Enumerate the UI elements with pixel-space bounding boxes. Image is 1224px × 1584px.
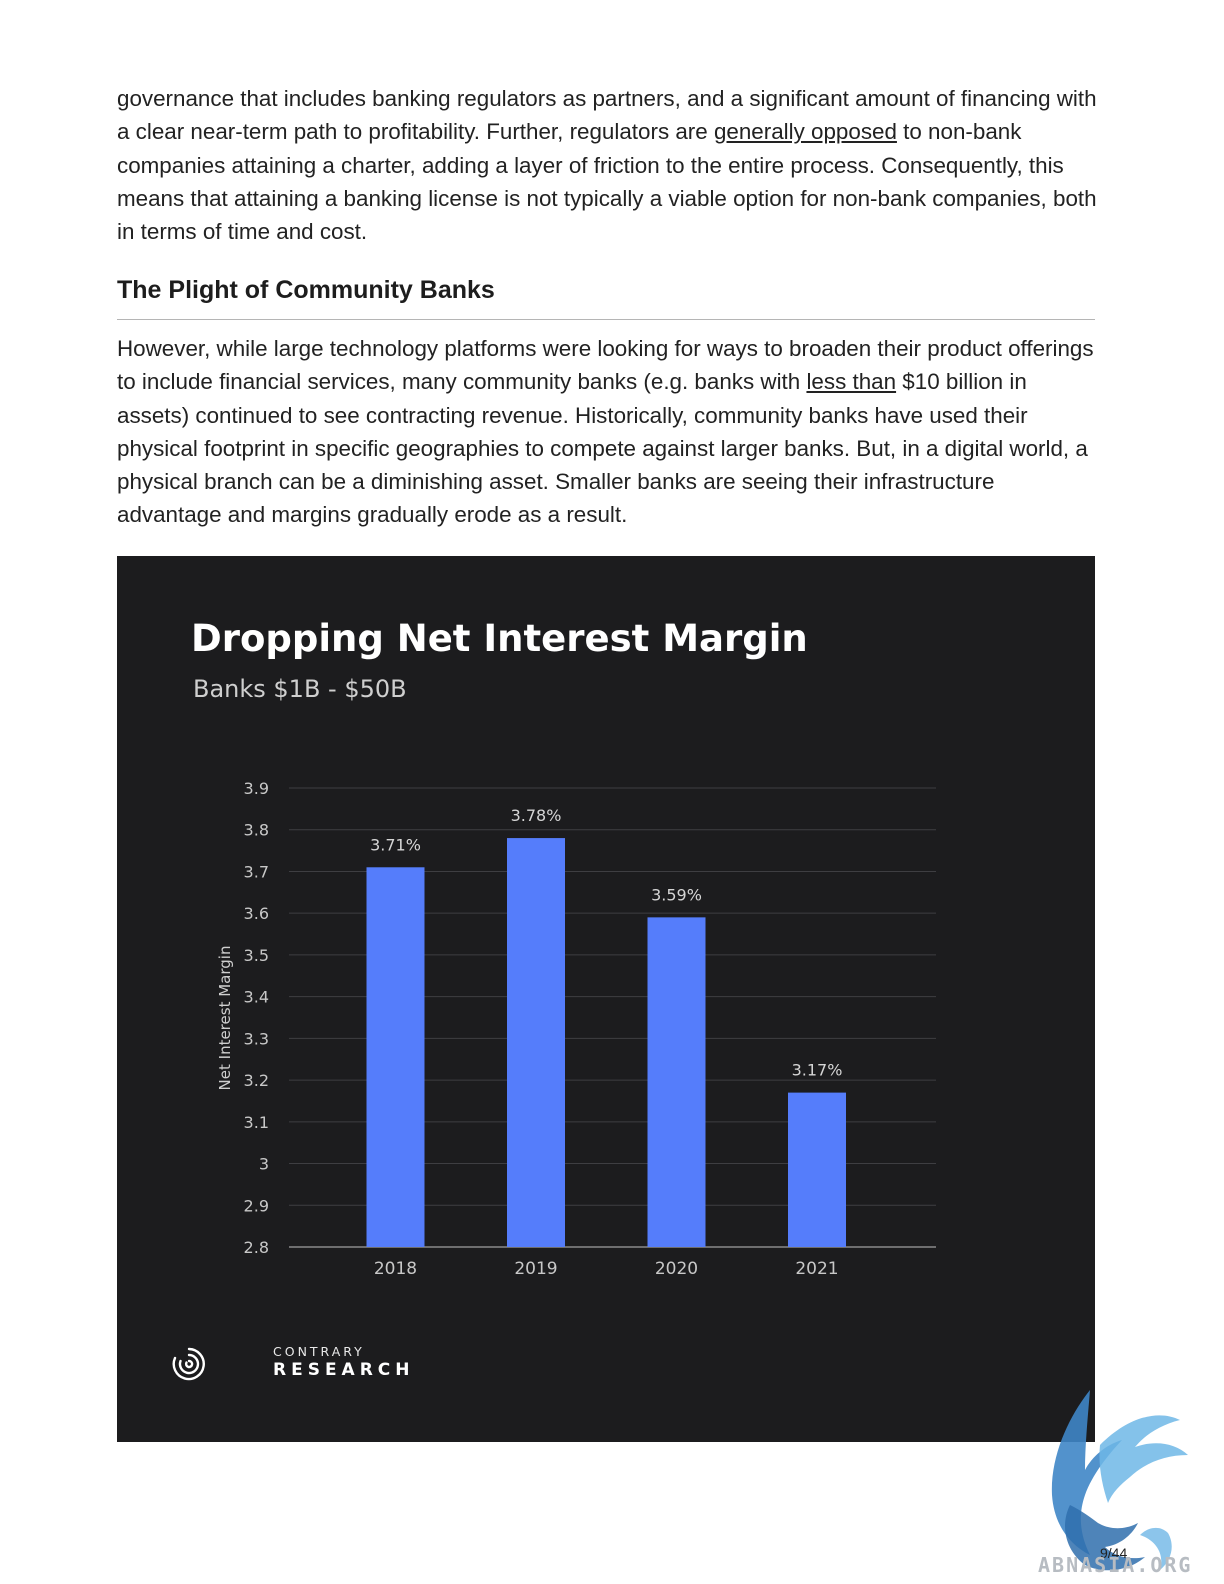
logo-line2: RESEARCH: [273, 1360, 415, 1380]
y-tick-label: 3.3: [244, 1029, 269, 1048]
logo-line1: CONTRARY: [273, 1344, 365, 1359]
chart-title: Dropping Net Interest Margin: [191, 617, 808, 660]
griffin-watermark-icon: [1051, 1390, 1188, 1571]
paragraph-governance: governance that includes banking regulat…: [117, 82, 1097, 248]
contrary-logo-icon: [172, 1347, 205, 1381]
paragraph-text: However, while large technology platform…: [117, 336, 1094, 395]
x-tick-label: 2018: [374, 1259, 417, 1279]
y-tick-label: 2.9: [244, 1196, 269, 1215]
section-heading: The Plight of Community Banks: [117, 276, 495, 304]
y-tick-label: 2.8: [244, 1238, 269, 1257]
data-label: 3.17%: [792, 1061, 843, 1080]
net-interest-margin-figure: Dropping Net Interest Margin Banks $1B -…: [117, 556, 1095, 1442]
paragraph-community-banks: However, while large technology platform…: [117, 332, 1097, 532]
bar-2021: [788, 1092, 846, 1247]
data-label: 3.78%: [511, 806, 562, 825]
page-number: 9/44: [1100, 1545, 1128, 1561]
y-tick-label: 3.1: [244, 1113, 269, 1132]
net-interest-margin-chart: Dropping Net Interest Margin Banks $1B -…: [191, 617, 936, 1279]
heading-divider: [117, 319, 1095, 320]
paragraph-text: governance that includes banking regulat…: [117, 86, 1097, 145]
y-tick-label: 3.2: [244, 1071, 269, 1090]
paragraph-text: to non-bank companies attaining a charte…: [117, 119, 1097, 245]
y-axis-label: Net Interest Margin: [216, 946, 234, 1091]
bar-2018: [366, 867, 425, 1247]
bar-2020: [647, 917, 706, 1247]
y-tick-label: 3.9: [244, 779, 269, 798]
y-tick-label: 3.5: [244, 946, 269, 965]
y-tick-label: 3.7: [244, 862, 269, 881]
contrary-research-logo: CONTRARY RESEARCH: [171, 1344, 410, 1384]
y-tick-label: 3.8: [244, 821, 269, 840]
data-label: 3.71%: [370, 835, 421, 854]
paragraph-text: $10 billion in assets) continued to see …: [117, 369, 1088, 528]
x-tick-label: 2019: [514, 1259, 557, 1279]
y-tick-label: 3.6: [244, 904, 269, 923]
x-tick-label: 2021: [795, 1259, 838, 1279]
x-tick-label: 2020: [655, 1259, 698, 1279]
watermark-text: ABNASIA.ORG: [1038, 1553, 1193, 1577]
data-label: 3.59%: [651, 885, 702, 904]
less-than-link[interactable]: less than: [806, 369, 897, 395]
y-tick-label: 3: [259, 1155, 269, 1174]
bar-2019: [507, 838, 565, 1247]
y-tick-label: 3.4: [244, 988, 269, 1007]
generally-opposed-link[interactable]: generally opposed: [713, 119, 897, 145]
chart-subtitle: Banks $1B - $50B: [193, 675, 407, 703]
